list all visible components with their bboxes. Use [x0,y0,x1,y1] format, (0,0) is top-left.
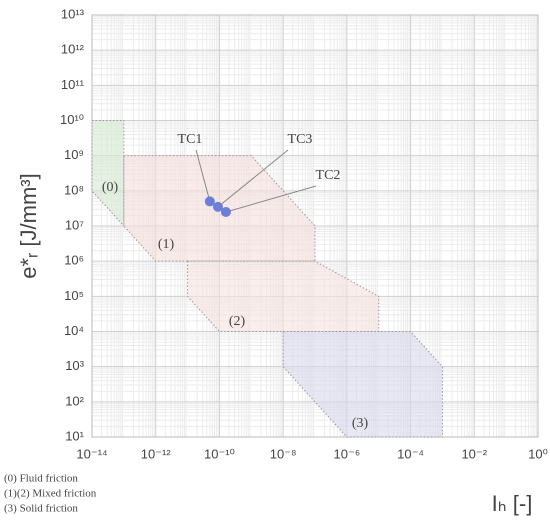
y-tick-label: 10⁸ [64,182,84,197]
note: (0) Fluid friction [4,473,78,485]
callout-line [225,185,317,213]
y-tick-label: 10⁹ [64,147,84,162]
region [91,120,125,228]
x-tick-label: 10⁻¹⁰ [204,446,235,461]
y-tick-label: 10¹² [61,42,85,57]
y-tick-label: 10⁶ [64,253,84,268]
region-label: (2) [229,314,246,329]
callout-line [195,149,211,202]
x-tick-label: 10⁰ [528,446,548,461]
x-tick-label: 10⁻¹⁴ [76,446,107,461]
y-tick-label: 10¹³ [61,6,85,21]
point-label: TC1 [178,132,203,147]
y-tick-label: 10² [65,393,84,408]
x-tick-label: 10⁻¹² [141,446,172,461]
plot-frame [91,14,539,438]
y-tick-label: 10⁷ [65,217,84,232]
point-label: TC2 [316,168,341,183]
y-tick-label: 10¹ [65,428,84,443]
x-tick-label: 10⁻⁶ [334,446,361,461]
x-tick-label: 10⁻² [461,446,487,461]
y-axis-label: e*ᵣ [J/mm³] [16,173,41,279]
point [212,201,223,212]
note: (3) Solid friction [4,503,78,515]
point [204,196,215,207]
region [282,331,443,438]
note: (1)(2) Mixed friction [4,488,97,500]
x-tick-label: 10⁻⁸ [270,446,297,461]
y-tick-label: 10¹⁰ [60,112,84,127]
x-tick-label: 10⁻⁴ [397,446,424,461]
y-tick-label: 10³ [65,358,84,373]
x-axis-label: Iₕ [-] [492,491,533,516]
y-tick-label: 10¹¹ [61,77,85,92]
y-tick-label: 10⁴ [64,323,84,338]
region-label: (1) [158,237,175,252]
region-label: (0) [102,180,119,195]
point-label: TC3 [288,132,313,147]
point [220,207,231,218]
region-label: (3) [352,416,369,431]
callout-line [217,149,289,208]
y-tick-label: 10⁵ [64,288,84,303]
